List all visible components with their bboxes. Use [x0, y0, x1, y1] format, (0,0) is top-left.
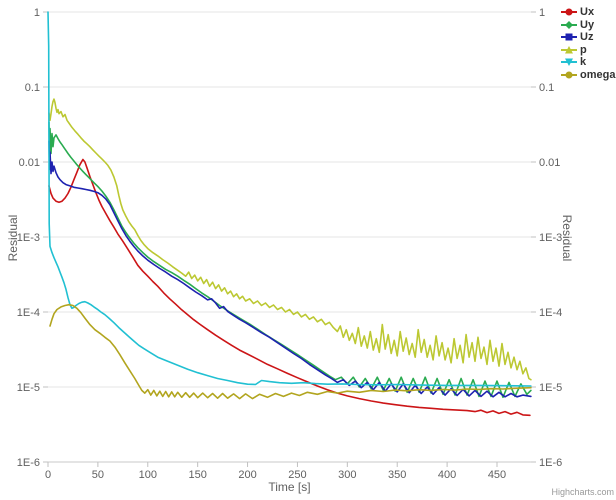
- x-axis-title: Time [s]: [268, 480, 311, 494]
- y-axis-label-right: 0.1: [539, 82, 554, 94]
- y-axis-label-left: 1E-3: [17, 232, 40, 244]
- series-line-Uz: [48, 140, 532, 398]
- y-axis-label-left: 0.1: [25, 82, 40, 94]
- y-axis-label-right: 1E-4: [539, 307, 562, 319]
- legend: Ux Uy Uz p k omega: [561, 6, 615, 81]
- x-axis-label: 300: [338, 469, 356, 481]
- y-axis-label-right: 0.01: [539, 157, 560, 169]
- legend-label: omega: [580, 68, 616, 81]
- y-axis-label-left: 1E-5: [17, 382, 40, 394]
- y-axis-label-right: 1E-5: [539, 382, 562, 394]
- legend-item-Uy[interactable]: Uy: [561, 19, 615, 32]
- y-axis-title-right: Residual: [560, 214, 574, 262]
- legend-marker-circle-icon: [561, 8, 577, 16]
- legend-label: k: [580, 56, 587, 69]
- series-line-k: [47, 11, 532, 387]
- legend-label: p: [580, 43, 587, 56]
- x-axis-label: 200: [238, 469, 256, 481]
- legend-label: Ux: [580, 6, 595, 19]
- highcharts-credits-link[interactable]: Highcharts.com: [551, 487, 614, 497]
- legend-item-k[interactable]: k: [561, 56, 615, 69]
- legend-item-omega[interactable]: omega: [561, 69, 615, 82]
- legend-marker-triangle-down-icon: [561, 58, 577, 67]
- legend-item-Uz[interactable]: Uz: [561, 31, 615, 44]
- x-axis-label: 50: [92, 469, 104, 481]
- y-axis-title-left: Residual: [6, 214, 20, 262]
- x-axis-label: 0: [45, 469, 51, 481]
- y-axis-label-left: 1E-4: [17, 307, 40, 319]
- series-line-omega: [49, 303, 532, 400]
- x-axis-label: 400: [438, 469, 456, 481]
- legend-marker-triangle-icon: [561, 45, 577, 54]
- legend-label: Uy: [580, 18, 595, 31]
- legend-marker-diamond-icon: [561, 20, 577, 29]
- x-axis-label: 150: [188, 469, 206, 481]
- x-axis-label: 450: [488, 469, 506, 481]
- legend-marker-square-icon: [561, 33, 577, 41]
- x-axis-label: 100: [139, 469, 157, 481]
- y-axis-label-right: 1E-6: [539, 457, 562, 469]
- y-axis-label-left: 1: [34, 7, 40, 19]
- y-axis-label-left: 0.01: [19, 157, 40, 169]
- series-line-p: [48, 98, 532, 381]
- y-axis-label-right: 1: [539, 7, 545, 19]
- series-line-Ux: [48, 158, 531, 417]
- legend-item-p[interactable]: p: [561, 44, 615, 57]
- legend-label: Uz: [580, 31, 594, 44]
- x-axis-label: 350: [388, 469, 406, 481]
- y-axis-label-left: 1E-6: [17, 457, 40, 469]
- legend-marker-circle-icon: [561, 71, 577, 79]
- legend-item-Ux[interactable]: Ux: [561, 6, 615, 19]
- y-axis-label-right: 1E-3: [539, 232, 562, 244]
- x-axis-label: 250: [288, 469, 306, 481]
